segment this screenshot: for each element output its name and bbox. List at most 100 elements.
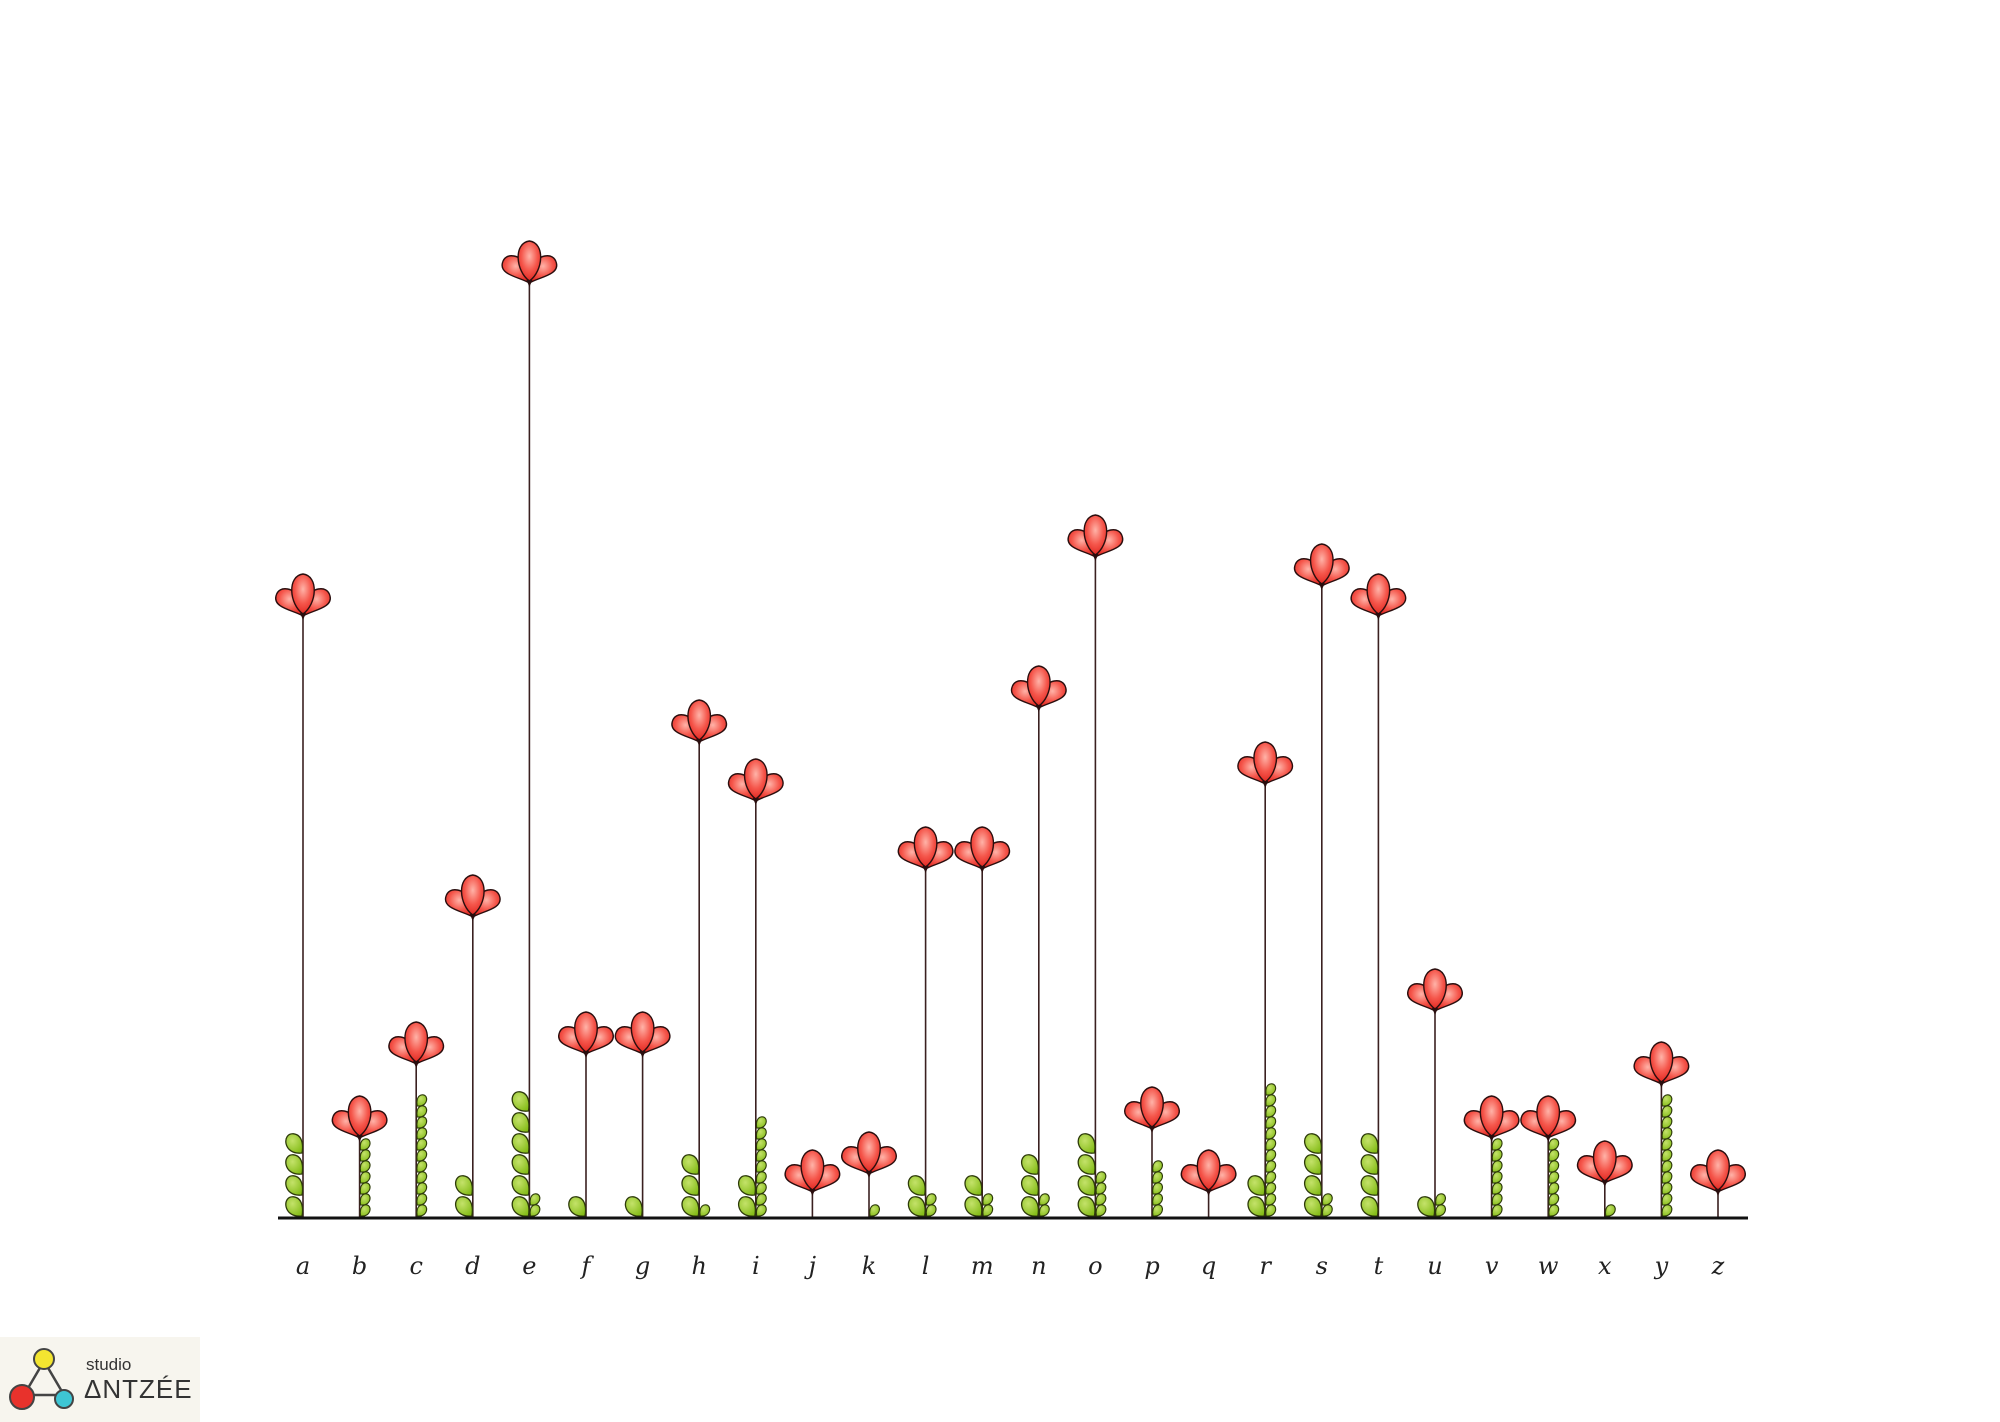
leaf-small: [416, 1193, 428, 1206]
flower-head-p: [1124, 1086, 1180, 1133]
flower-base: [1092, 554, 1099, 561]
x-tick-label-l: l: [922, 1252, 930, 1280]
leaf-small: [1491, 1138, 1503, 1151]
leaf-small: [359, 1160, 371, 1173]
flower-base: [1318, 583, 1325, 590]
x-tick-label-f: f: [580, 1252, 595, 1280]
leaf-small: [1548, 1193, 1560, 1206]
petal: [687, 699, 712, 741]
leaf-small: [1265, 1149, 1277, 1162]
petal: [1592, 1140, 1617, 1182]
leaf-small: [416, 1138, 428, 1151]
flower-base: [1035, 705, 1042, 712]
petal: [857, 1131, 881, 1173]
flower-head-v: [1463, 1095, 1520, 1142]
petal: [970, 826, 995, 868]
flower-base: [300, 613, 306, 620]
flower-head-i: [727, 758, 784, 805]
leaf-small: [416, 1116, 428, 1129]
flower-base: [1149, 1126, 1155, 1133]
leaf-small: [1265, 1116, 1277, 1129]
leaf-small: [755, 1182, 767, 1195]
flower-bar-n: [1010, 665, 1067, 1218]
leaf-small: [982, 1193, 994, 1206]
leaf-large: [511, 1154, 530, 1175]
leaf-small: [416, 1182, 428, 1195]
flower-bar-u: [1407, 968, 1463, 1218]
leaf-small: [1038, 1204, 1050, 1217]
flower-base: [526, 280, 533, 287]
leaf-small: [1661, 1094, 1673, 1107]
leaf-small: [1321, 1204, 1333, 1217]
petal: [1196, 1149, 1221, 1191]
leaf-small: [1491, 1182, 1503, 1195]
flower-head-f: [558, 1011, 614, 1058]
flower-base: [1375, 613, 1382, 620]
flower-head-d: [444, 874, 501, 921]
petal: [1649, 1041, 1674, 1083]
leaf-small: [1152, 1204, 1163, 1217]
petal: [1253, 741, 1278, 783]
x-tick-label-g: g: [635, 1252, 650, 1280]
flower-head-n: [1010, 665, 1067, 712]
flower-base: [1658, 1081, 1665, 1088]
flower-head-e: [501, 240, 558, 287]
leaf-large: [511, 1091, 530, 1112]
flower-base: [696, 739, 703, 746]
leaf-large: [964, 1196, 983, 1217]
leaf-large: [285, 1175, 304, 1196]
flower-head-a: [275, 573, 331, 620]
flower-head-u: [1407, 968, 1463, 1015]
flower-head-j: [784, 1149, 841, 1196]
leaf-small: [925, 1193, 937, 1206]
flower-base: [922, 866, 929, 873]
leaf-small: [416, 1149, 428, 1162]
x-tick-label-y: y: [1654, 1252, 1669, 1280]
flower-bar-o: [1067, 514, 1124, 1218]
leaf-small: [416, 1127, 428, 1140]
leaf-small: [1095, 1193, 1107, 1206]
leaf-large: [1304, 1175, 1322, 1196]
leaf-large: [511, 1196, 530, 1217]
flower-head-c: [388, 1021, 445, 1068]
flower-bar-z: [1690, 1149, 1746, 1218]
flower-bar-e: [501, 240, 558, 1218]
leaf-small: [359, 1138, 371, 1151]
leaf-large: [1360, 1196, 1379, 1217]
leaf-small: [1265, 1083, 1277, 1096]
x-tick-label-k: k: [862, 1252, 877, 1280]
flower-bar-k: [841, 1131, 897, 1218]
x-tick-label-d: d: [465, 1252, 480, 1280]
flower-bar-v: [1463, 1095, 1520, 1218]
leaf-large: [285, 1133, 304, 1154]
petal: [1083, 514, 1108, 556]
leaf-small: [359, 1193, 371, 1206]
flower-head-q: [1180, 1149, 1237, 1196]
leaf-small: [359, 1149, 371, 1162]
leaf-small: [755, 1193, 767, 1206]
flower-bar-t: [1350, 573, 1407, 1218]
leaf-large: [511, 1133, 530, 1154]
leaf-large: [455, 1175, 473, 1196]
leaf-small: [1265, 1094, 1277, 1107]
leaf-small: [529, 1204, 541, 1217]
logo-icon: [9, 1348, 74, 1410]
leaf-large: [907, 1175, 926, 1196]
studio-antzee-logo: studio ΔNTZÉE: [0, 1337, 200, 1422]
flower-head-l: [897, 826, 954, 873]
leaf-large: [455, 1196, 473, 1217]
flower-bar-b: [331, 1095, 388, 1218]
leaf-large: [1304, 1154, 1322, 1175]
leaf-small: [1661, 1182, 1673, 1195]
letter-labels: a b c d e f g h i j k l m n o p q r s t u v w x y z: [296, 1252, 1725, 1280]
flower-bar-p: [1124, 1086, 1180, 1218]
petal: [347, 1095, 372, 1137]
leaf-small: [1265, 1171, 1277, 1184]
leaf-large: [1360, 1175, 1379, 1196]
x-tick-label-e: e: [522, 1252, 536, 1280]
leaf-large: [681, 1175, 700, 1196]
leaf-large: [1304, 1133, 1322, 1154]
leaf-small: [359, 1182, 371, 1195]
petal: [1423, 968, 1447, 1010]
leaf-small: [1548, 1160, 1560, 1173]
